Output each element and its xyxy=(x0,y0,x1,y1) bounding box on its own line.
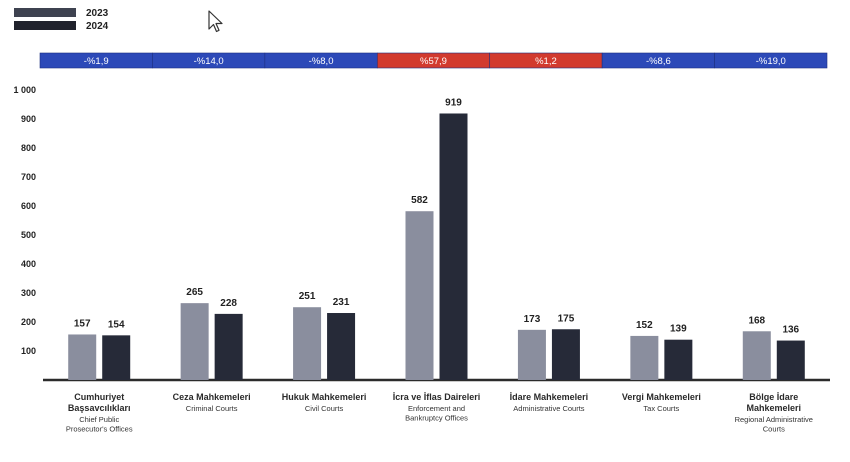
data-label-2023: 582 xyxy=(411,195,428,206)
bar-2024 xyxy=(327,313,356,380)
category-sublabel: Regional Administrative xyxy=(735,415,813,424)
category-label: Bölge İdare xyxy=(749,392,798,402)
change-label: -%8,0 xyxy=(309,56,334,67)
bar-2023 xyxy=(180,303,209,380)
change-cell xyxy=(714,52,828,69)
y-tick-label: 300 xyxy=(21,288,36,298)
y-tick-label: 400 xyxy=(21,259,36,269)
category-label: Hukuk Mahkemeleri xyxy=(282,392,367,402)
bar-2024 xyxy=(664,339,693,380)
legend-label-2023: 2023 xyxy=(86,8,109,19)
mouse-pointer-icon xyxy=(208,10,223,33)
y-tick-label: 500 xyxy=(21,230,36,240)
category-label: Mahkemeleri xyxy=(747,403,802,413)
category-sublabel: Administrative Courts xyxy=(513,404,585,413)
data-label-2023: 157 xyxy=(74,318,91,329)
category-label: Cumhuriyet xyxy=(74,392,124,402)
data-label-2024: 228 xyxy=(220,298,237,309)
y-tick-label: 1 000 xyxy=(13,85,36,95)
bar-2024 xyxy=(214,313,243,380)
category-sublabel: Civil Courts xyxy=(305,404,344,413)
bar-2023 xyxy=(68,334,97,380)
category-label: Ceza Mahkemeleri xyxy=(173,392,251,402)
change-label: %1,2 xyxy=(535,56,557,67)
data-label-2024: 139 xyxy=(670,324,687,335)
legend-label-2024: 2024 xyxy=(86,21,109,32)
data-label-2023: 265 xyxy=(186,287,203,298)
y-tick-label: 900 xyxy=(21,114,36,124)
change-label: -%14,0 xyxy=(194,56,224,67)
bar-2023 xyxy=(405,211,434,380)
bar-2024 xyxy=(551,329,580,380)
bar-2024 xyxy=(439,113,468,381)
bar-2023 xyxy=(293,307,322,380)
change-label: -%19,0 xyxy=(756,56,786,67)
category-sublabel: Tax Courts xyxy=(643,404,679,413)
y-tick-label: 600 xyxy=(21,201,36,211)
data-label-2023: 168 xyxy=(748,315,765,326)
legend-swatch-2024 xyxy=(14,21,76,30)
data-label-2024: 175 xyxy=(558,313,575,324)
bar-2023 xyxy=(742,331,771,380)
category-sublabel: Prosecutor's Offices xyxy=(66,425,133,434)
bar-2024 xyxy=(102,335,131,380)
data-label-2024: 231 xyxy=(333,297,350,308)
category-sublabel: Courts xyxy=(763,425,785,434)
category-sublabel: Enforcement and xyxy=(408,404,465,413)
y-tick-label: 800 xyxy=(21,143,36,153)
data-label-2024: 154 xyxy=(108,319,125,330)
legend-swatch-2023 xyxy=(14,8,76,17)
bar-2023 xyxy=(517,329,546,380)
category-label: İcra ve İflas Daireleri xyxy=(393,392,481,402)
y-tick-label: 200 xyxy=(21,317,36,327)
change-label: %57,9 xyxy=(420,56,447,67)
category-sublabel: Criminal Courts xyxy=(186,404,238,413)
data-label-2024: 136 xyxy=(782,325,799,336)
data-label-2023: 251 xyxy=(299,291,316,302)
data-label-2024: 919 xyxy=(445,97,462,108)
y-tick-label: 100 xyxy=(21,346,36,356)
category-label: Başsavcılıkları xyxy=(68,403,131,413)
data-label-2023: 173 xyxy=(524,314,541,325)
category-label: Vergi Mahkemeleri xyxy=(622,392,701,402)
change-label: -%1,9 xyxy=(84,56,109,67)
data-label-2023: 152 xyxy=(636,320,653,331)
change-label: -%8,6 xyxy=(646,56,671,67)
category-sublabel: Bankruptcy Offices xyxy=(405,414,468,423)
bar-2024 xyxy=(776,340,805,380)
category-label: İdare Mahkemeleri xyxy=(510,392,589,402)
bar-2023 xyxy=(630,335,659,380)
y-tick-label: 700 xyxy=(21,172,36,182)
category-sublabel: Chief Public xyxy=(79,415,119,424)
